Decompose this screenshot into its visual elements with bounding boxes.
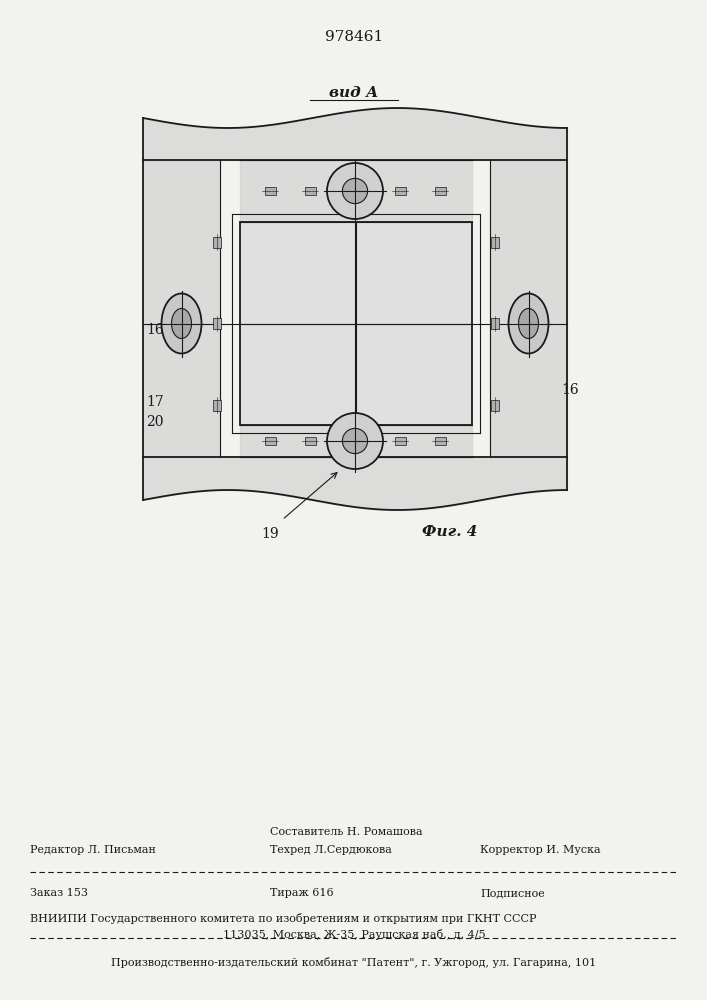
Bar bbox=[264, 437, 276, 445]
Ellipse shape bbox=[172, 308, 192, 338]
Text: 113035, Москва, Ж-35, Раушская наб., д. 4/5: 113035, Москва, Ж-35, Раушская наб., д. … bbox=[223, 928, 485, 940]
Text: ВНИИПИ Государственного комитета по изобретениям и открытиям при ГКНТ СССР: ВНИИПИ Государственного комитета по изоб… bbox=[30, 912, 537, 924]
Text: 16: 16 bbox=[561, 383, 579, 397]
Text: 17: 17 bbox=[146, 395, 164, 409]
Ellipse shape bbox=[518, 308, 539, 338]
Circle shape bbox=[327, 413, 383, 469]
Text: Подписное: Подписное bbox=[480, 888, 545, 898]
Text: Техред Л.Сердюкова: Техред Л.Сердюкова bbox=[270, 845, 392, 855]
Bar bbox=[435, 437, 445, 445]
Ellipse shape bbox=[161, 294, 201, 354]
Bar bbox=[240, 222, 472, 425]
Bar bbox=[395, 437, 406, 445]
Text: Редактор Л. Письман: Редактор Л. Письман bbox=[30, 845, 156, 855]
Circle shape bbox=[327, 163, 383, 219]
Bar bbox=[395, 187, 406, 195]
Bar bbox=[305, 187, 315, 195]
Text: 19: 19 bbox=[261, 527, 279, 541]
Bar bbox=[305, 437, 315, 445]
Bar bbox=[213, 399, 221, 410]
Text: Корректор И. Муска: Корректор И. Муска bbox=[480, 845, 601, 855]
Text: 20: 20 bbox=[146, 415, 164, 429]
Bar bbox=[213, 236, 221, 247]
Bar bbox=[213, 318, 221, 329]
Text: Заказ 153: Заказ 153 bbox=[30, 888, 88, 898]
Text: Тираж 616: Тираж 616 bbox=[270, 888, 334, 898]
Circle shape bbox=[342, 178, 368, 204]
Text: 16: 16 bbox=[146, 323, 164, 337]
Bar bbox=[491, 399, 499, 410]
Ellipse shape bbox=[508, 294, 549, 354]
Bar bbox=[435, 187, 445, 195]
Bar bbox=[264, 187, 276, 195]
Circle shape bbox=[342, 428, 368, 454]
Text: вид А: вид А bbox=[329, 86, 379, 100]
Text: Производственно-издательский комбинат "Патент", г. Ужгород, ул. Гагарина, 101: Производственно-издательский комбинат "П… bbox=[112, 956, 597, 968]
Text: 978461: 978461 bbox=[325, 30, 383, 44]
Text: Фиг. 4: Фиг. 4 bbox=[422, 525, 478, 539]
Bar bbox=[491, 236, 499, 247]
Text: Составитель Н. Ромашова: Составитель Н. Ромашова bbox=[270, 827, 423, 837]
Bar bbox=[491, 318, 499, 329]
